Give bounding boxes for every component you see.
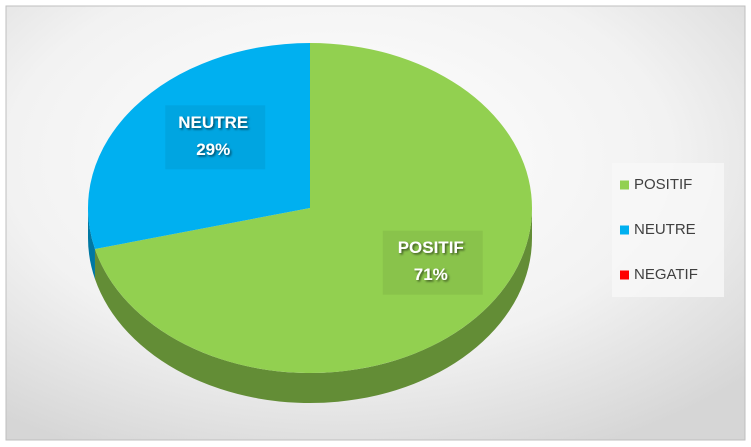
slice	[88, 43, 310, 250]
legend-label: NEGATIF	[634, 266, 698, 283]
data-label-box	[382, 230, 483, 295]
legend-label: POSITIF	[634, 176, 692, 193]
data-label-box	[165, 105, 266, 170]
pie	[88, 43, 533, 403]
data-label-value: 29%	[196, 140, 230, 159]
legend-swatch	[620, 270, 629, 280]
slice-side	[94, 208, 532, 403]
legend: POSITIF NEUTRE NEGATIF	[620, 176, 698, 283]
slice	[94, 43, 533, 373]
legend-swatch	[620, 180, 629, 190]
data-label-value: 71%	[414, 265, 448, 284]
legend-box	[612, 163, 724, 297]
legend-label: NEUTRE	[634, 221, 696, 238]
data-label-category: NEUTRE	[178, 113, 248, 132]
legend-swatch	[620, 225, 629, 235]
data-labels: POSITIF 71% NEUTRE 29%	[165, 105, 483, 295]
slice-side	[88, 208, 95, 280]
data-label-category: POSITIF	[398, 238, 464, 257]
